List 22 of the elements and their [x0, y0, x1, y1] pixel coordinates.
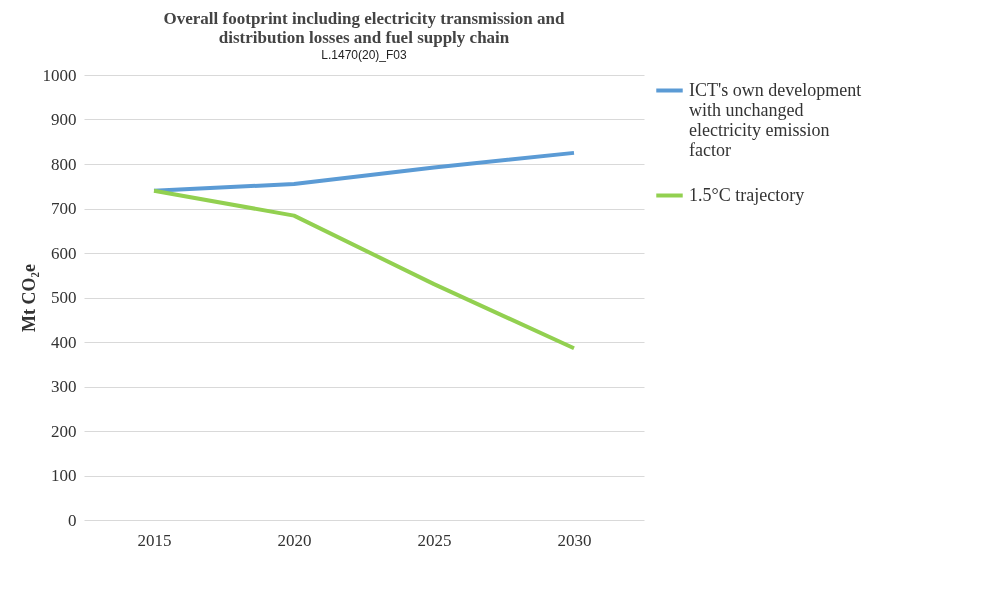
y-tick-label: 0	[68, 510, 77, 530]
text: L.1470(20)_F03	[321, 48, 408, 62]
y-tick-label: 900	[51, 110, 77, 129]
y-tick-label: 500	[51, 288, 77, 307]
y-tick-label: 800	[51, 154, 77, 174]
text: distribution losses and fuel supply chain	[218, 28, 510, 47]
y-tick-label: 600	[51, 243, 77, 263]
y-tick-label: 1000	[42, 65, 77, 85]
y-axis-title: Mt CO₂e	[18, 264, 39, 332]
x-tick-label: 2015	[137, 530, 172, 550]
text: Overall footprint including electricity transmission and	[163, 9, 565, 28]
y-tick-label: 300	[51, 377, 77, 396]
x-tick-label: 2025	[417, 530, 452, 550]
y-tick-label: 700	[51, 199, 77, 218]
x-tick-label: 2020	[277, 530, 312, 550]
legend-label: ICT's own development with unchanged electricity emission factor	[689, 79, 862, 160]
x-tick-label: 2030	[557, 530, 592, 550]
y-tick-label: 400	[51, 332, 77, 352]
line-series	[152, 188, 576, 351]
y-tick-label: 200	[51, 421, 77, 441]
y-tick-label: 100	[51, 466, 77, 485]
legend-label: 1.5°C trajectory	[689, 184, 805, 205]
